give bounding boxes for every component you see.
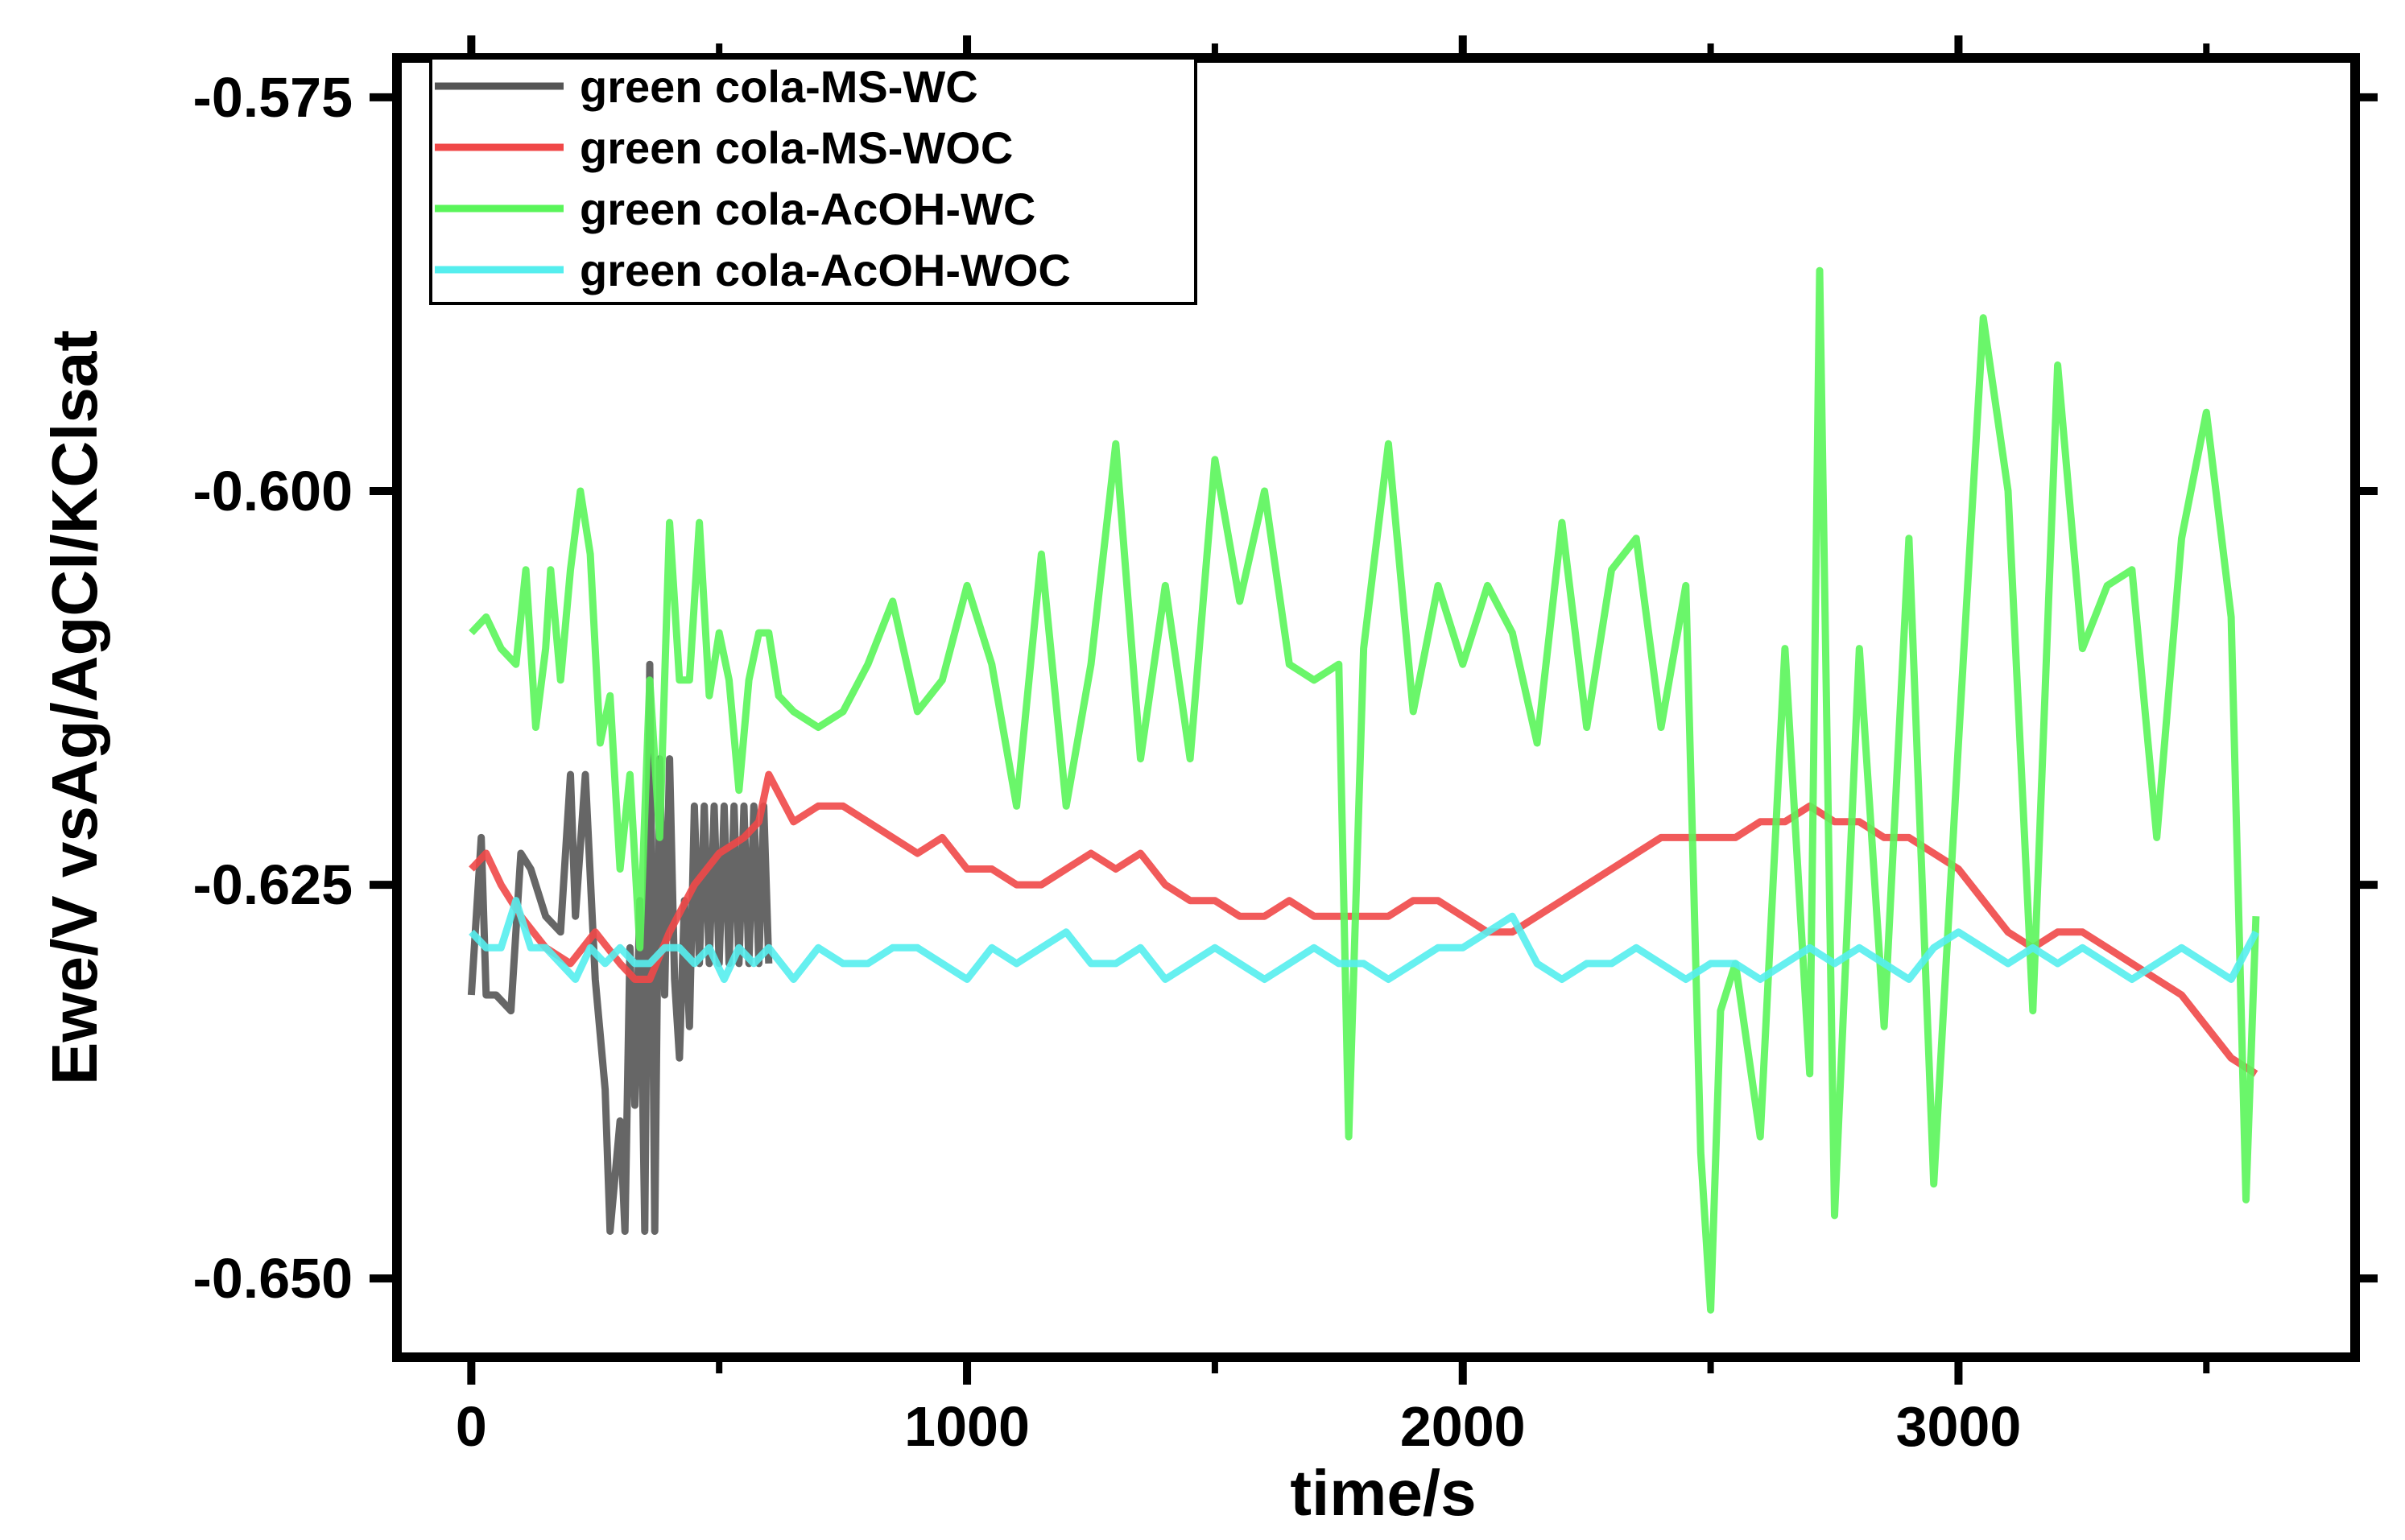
series-line-3 xyxy=(469,266,2260,1314)
x-tick-label-1: 1000 xyxy=(904,1395,1030,1458)
plot-frame xyxy=(392,53,2360,1362)
legend-label-1: green cola-MS-WC xyxy=(580,61,978,112)
x-tick-label-0: 0 xyxy=(456,1395,487,1458)
legend-label-3: green cola-AcOH-WC xyxy=(580,184,1035,234)
series-layer xyxy=(467,266,2260,1314)
series-line-4 xyxy=(469,897,2259,983)
legend-box xyxy=(429,56,1197,305)
y-axis-label: Ewe/V vsAg/AgCl/KClsat xyxy=(39,330,110,1085)
y-tick-label-0: -0.575 xyxy=(193,66,353,129)
legend: green cola-MS-WC green cola-MS-WOC green c… xyxy=(429,56,1197,305)
tick-labels: 0 1000 2000 3000 -0.575 -0.600 -0.625 -0.650 xyxy=(193,66,2022,1458)
series-line-1 xyxy=(467,660,773,1235)
x-tick-label-2: 2000 xyxy=(1400,1395,1526,1458)
ticks-layer xyxy=(370,35,2378,1385)
x-axis-label: time/s xyxy=(1290,1457,1476,1529)
y-tick-label-1: -0.600 xyxy=(193,460,353,522)
y-tick-label-3: -0.650 xyxy=(193,1247,353,1310)
legend-label-2: green cola-MS-WOC xyxy=(580,122,1013,173)
legend-label-4: green cola-AcOH-WOC xyxy=(580,245,1071,295)
x-tick-label-3: 3000 xyxy=(1896,1395,2022,1458)
series-line-2 xyxy=(469,770,2258,1077)
y-tick-label-2: -0.625 xyxy=(193,853,353,916)
